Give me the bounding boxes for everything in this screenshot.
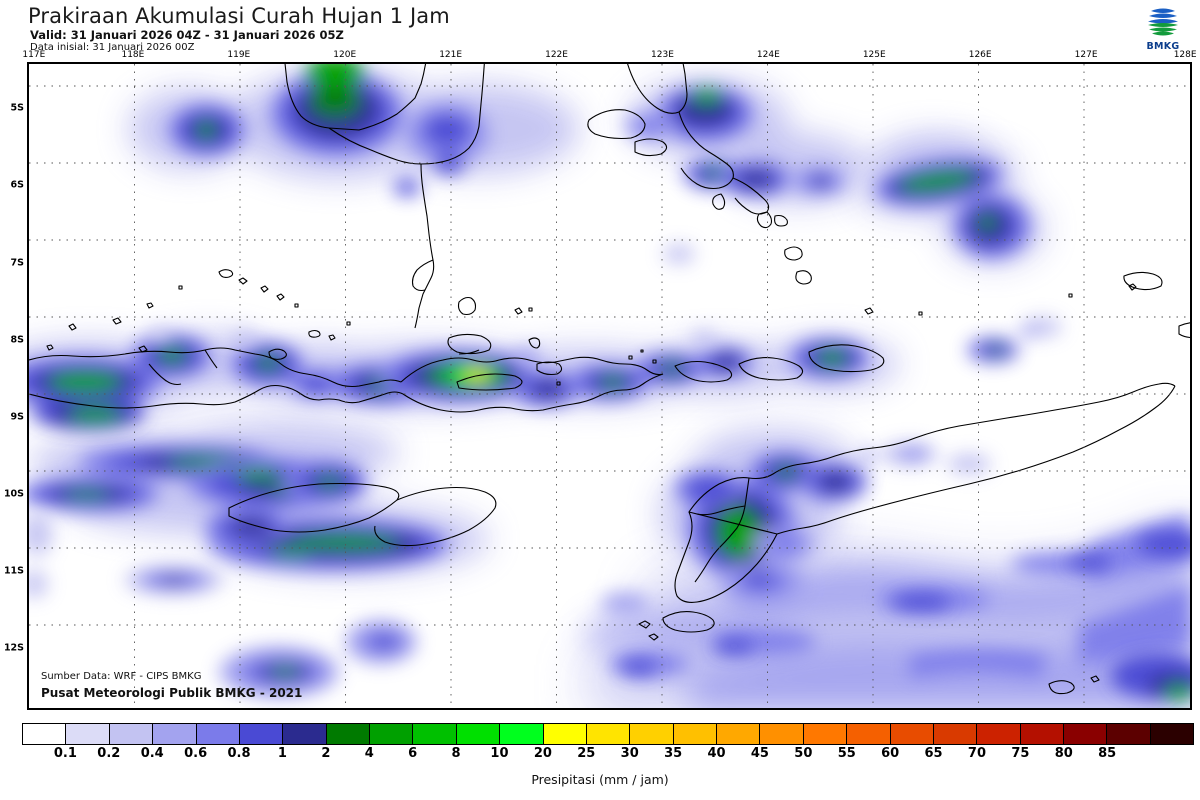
- colorbar-tick-label: 60: [881, 746, 900, 761]
- longitude-tick-label: 127E: [1074, 50, 1098, 60]
- colorbar-segment: [66, 724, 110, 744]
- colorbar-tick-label: 30: [620, 746, 639, 761]
- colorbar-segment: [500, 724, 544, 744]
- initial-data-text: Data inisial: 31 Januari 2026 00Z: [30, 42, 195, 53]
- colorbar-segment: [1150, 724, 1194, 744]
- colorbar-tick-label: 8: [451, 746, 461, 761]
- colorbar-tick-label: 10: [490, 746, 509, 761]
- precipitation-contour-map: [29, 64, 1190, 708]
- colorbar-axis-label: Presipitasi (mm / jam): [531, 772, 669, 787]
- longitude-tick-label: 119E: [227, 50, 251, 60]
- latitude-tick-label: 9S: [10, 411, 24, 423]
- colorbar-tick-label: 75: [1011, 746, 1030, 761]
- longitude-tick-label: 126E: [968, 50, 992, 60]
- colorbar-segment: [803, 724, 848, 744]
- longitude-tick-label: 118E: [121, 50, 145, 60]
- colorbar-tick-label: 0.4: [140, 746, 164, 761]
- colorbar-segment: [1107, 724, 1151, 744]
- data-source-credit: Sumber Data: WRF - CIPS BMKG: [41, 671, 202, 682]
- organization-credit: Pusat Meteorologi Publik BMKG - 2021: [41, 686, 303, 700]
- colorbar-tick-label: 2: [321, 746, 331, 761]
- map-plot-area[interactable]: Sumber Data: WRF - CIPS BMKG Pusat Meteo…: [27, 62, 1192, 710]
- colorbar-segment: [586, 724, 631, 744]
- latitude-tick-label: 7S: [10, 257, 24, 269]
- colorbar-segment: [630, 724, 674, 744]
- colorbar-tick-label: 20: [533, 746, 552, 761]
- colorbar-segment: [543, 724, 587, 744]
- colorbar-tick-label: 0.1: [53, 746, 77, 761]
- colorbar-segment: [370, 724, 414, 744]
- colorbar-segment: [456, 724, 501, 744]
- colorbar-tick-label: 70: [967, 746, 986, 761]
- latitude-tick-label: 6S: [10, 179, 24, 191]
- longitude-tick-label: 125E: [862, 50, 886, 60]
- colorbar-tick-label: 45: [750, 746, 769, 761]
- colorbar-segment: [239, 724, 284, 744]
- colorbar-tick-label: 1: [277, 746, 287, 761]
- colorbar-tick-label: 80: [1054, 746, 1073, 761]
- colorbar-tick-label: 0.6: [184, 746, 208, 761]
- gridlines: [29, 64, 1190, 708]
- colorbar-segment: [23, 724, 67, 744]
- colorbar-segment: [413, 724, 457, 744]
- colorbar-segment: [326, 724, 370, 744]
- colorbar-tick-label: 6: [408, 746, 418, 761]
- colorbar-tick-label: 0.8: [227, 746, 251, 761]
- colorbar-tick-label: 4: [364, 746, 374, 761]
- colorbar-segment: [847, 724, 891, 744]
- colorbar-segment: [890, 724, 934, 744]
- colorbar-segment: [109, 724, 154, 744]
- colorbar-segment: [1064, 724, 1108, 744]
- bmkg-logo-icon: [1148, 2, 1178, 36]
- longitude-tick-label: 124E: [756, 50, 780, 60]
- colorbar-tick-label: 55: [837, 746, 856, 761]
- colorbar-tick-label: 50: [794, 746, 813, 761]
- colorbar-tick-label: 85: [1098, 746, 1117, 761]
- colorbar-tick-label: 65: [924, 746, 943, 761]
- latitude-tick-label: 5S: [10, 102, 24, 114]
- colorbar-tick-labels: 0.1 0.2 0.4 0.6 0.8 1 2 4 6 8 10 20 25 30 35 40 45 50 55 60…: [22, 746, 1194, 764]
- latitude-tick-label: 11S: [3, 565, 24, 577]
- colorbar-tick-label: 40: [707, 746, 726, 761]
- bmkg-logo-label: BMKG: [1146, 41, 1180, 52]
- latitude-tick-label: 10S: [3, 488, 24, 500]
- precipitation-field: [29, 64, 1190, 708]
- colorbar-segment: [153, 724, 197, 744]
- longitude-tick-label: 120E: [333, 50, 357, 60]
- colorbar-tick-label: 25: [577, 746, 596, 761]
- colorbar-segment: [977, 724, 1021, 744]
- longitude-tick-label: 123E: [651, 50, 674, 60]
- longitude-tick-label: 128E: [1173, 50, 1197, 60]
- valid-period-text: Valid: 31 Januari 2026 04Z - 31 Januari …: [30, 28, 344, 42]
- longitude-tick-label: 122E: [545, 50, 568, 60]
- bmkg-logo: BMKG: [1132, 2, 1194, 52]
- colorbar-segment: [196, 724, 240, 744]
- coastline-layer: [29, 64, 1190, 695]
- colorbar-segment: [283, 724, 327, 744]
- colorbar-segment: [933, 724, 978, 744]
- longitude-tick-label: 117E: [22, 50, 46, 60]
- page-title: Prakiraan Akumulasi Curah Hujan 1 Jam: [28, 4, 450, 28]
- colorbar-segment: [1020, 724, 1064, 744]
- colorbar-tick-label: 0.2: [97, 746, 121, 761]
- colorbar-segment: [717, 724, 761, 744]
- latitude-tick-label: 8S: [10, 334, 24, 346]
- colorbar-segment: [760, 724, 804, 744]
- precipitation-colorbar[interactable]: [22, 723, 1194, 745]
- colorbar-segment: [673, 724, 717, 744]
- colorbar-tick-label: 35: [664, 746, 683, 761]
- longitude-tick-label: 121E: [439, 50, 463, 60]
- latitude-tick-label: 12S: [3, 642, 24, 654]
